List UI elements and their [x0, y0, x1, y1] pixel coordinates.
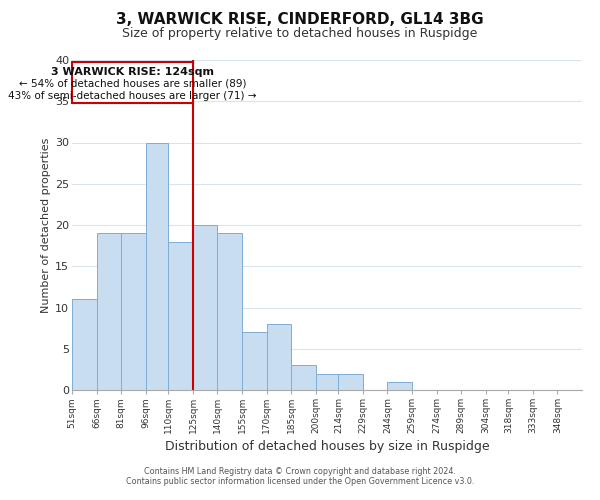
- X-axis label: Distribution of detached houses by size in Ruspidge: Distribution of detached houses by size …: [164, 440, 490, 454]
- Text: Contains public sector information licensed under the Open Government Licence v3: Contains public sector information licen…: [126, 477, 474, 486]
- Bar: [72, 299, 97, 390]
- Text: Contains HM Land Registry data © Crown copyright and database right 2024.: Contains HM Land Registry data © Crown c…: [144, 467, 456, 476]
- Bar: [121, 233, 146, 390]
- Text: 3 WARWICK RISE: 124sqm: 3 WARWICK RISE: 124sqm: [51, 66, 214, 76]
- Bar: [291, 365, 316, 390]
- Text: Size of property relative to detached houses in Ruspidge: Size of property relative to detached ho…: [122, 28, 478, 40]
- Y-axis label: Number of detached properties: Number of detached properties: [41, 138, 51, 312]
- FancyBboxPatch shape: [72, 62, 193, 103]
- Text: ← 54% of detached houses are smaller (89): ← 54% of detached houses are smaller (89…: [19, 79, 246, 89]
- Bar: [193, 225, 217, 390]
- Bar: [266, 324, 291, 390]
- Bar: [316, 374, 338, 390]
- Bar: [388, 382, 412, 390]
- Bar: [146, 142, 169, 390]
- Bar: [338, 374, 363, 390]
- Bar: [217, 233, 242, 390]
- Text: 43% of semi-detached houses are larger (71) →: 43% of semi-detached houses are larger (…: [8, 92, 257, 102]
- Bar: [97, 233, 121, 390]
- Text: 3, WARWICK RISE, CINDERFORD, GL14 3BG: 3, WARWICK RISE, CINDERFORD, GL14 3BG: [116, 12, 484, 28]
- Bar: [169, 242, 193, 390]
- Bar: [242, 332, 266, 390]
